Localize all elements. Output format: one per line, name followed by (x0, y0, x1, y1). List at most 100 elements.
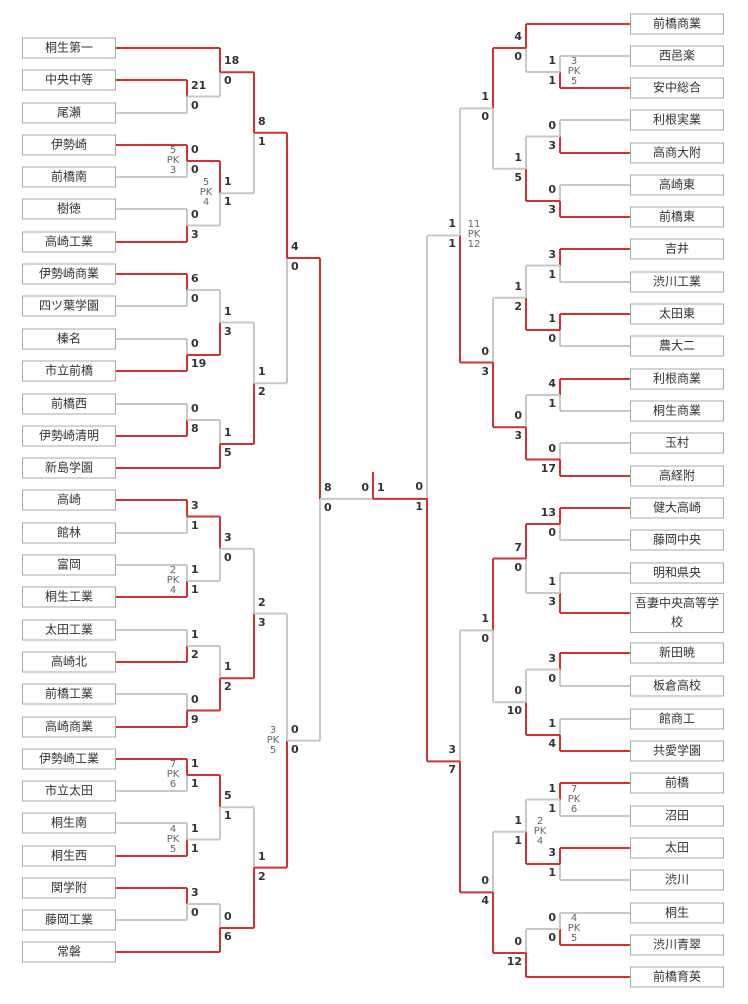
team-box[interactable]: 市立太田 (22, 780, 116, 802)
pk-bottom: 5 (169, 843, 177, 855)
team-box[interactable]: 館林 (22, 522, 116, 544)
team-box[interactable]: 沼田 (630, 805, 724, 827)
score-top: 1 (481, 612, 489, 626)
score-bottom: 1 (415, 500, 423, 514)
team-box[interactable]: 高崎 (22, 489, 116, 511)
team-box[interactable]: 高崎工業 (22, 231, 116, 253)
team-box[interactable]: 市立前橋 (22, 360, 116, 382)
score-top: 1 (548, 575, 556, 588)
team-box[interactable]: 伊勢崎 (22, 134, 116, 156)
team-box[interactable]: 高経附 (630, 465, 724, 487)
score-bottom: 0 (548, 671, 556, 685)
pk-bottom: 5 (570, 933, 578, 944)
team-box[interactable]: 樹徳 (22, 198, 116, 220)
pk-result: 5 PK 3 (167, 146, 180, 176)
team-box[interactable]: 桐生工業 (22, 586, 116, 608)
team-box[interactable]: 太田 (630, 837, 724, 859)
team-box[interactable]: 健大高崎 (630, 497, 724, 519)
score-bottom: 1 (548, 74, 556, 87)
team-box[interactable]: 安中総合 (630, 77, 724, 99)
score-top: 1 (224, 660, 232, 674)
pk-bottom: 6 (570, 803, 578, 815)
pk-label: PK (567, 793, 581, 805)
score-top: 1 (224, 175, 232, 189)
team-box[interactable]: 四ツ葉学園 (22, 295, 116, 317)
score-top: 3 (191, 498, 199, 512)
team-box[interactable]: 板倉高校 (630, 675, 724, 697)
team-box[interactable]: 関学附 (22, 877, 116, 899)
score-bottom: 4 (548, 737, 556, 750)
pk-result: 7 PK 6 (567, 784, 581, 815)
team-box[interactable]: 前橋 (630, 772, 724, 794)
pk-label: PK (467, 229, 481, 241)
team-box[interactable]: 渋川工業 (630, 271, 724, 293)
team-box[interactable]: 利根商業 (630, 368, 724, 390)
team-box[interactable]: 前橋南 (22, 166, 116, 188)
team-box[interactable]: 藤岡工業 (22, 909, 116, 931)
score-top: 0 (191, 402, 199, 415)
team-box[interactable]: 前橋育英 (630, 966, 724, 988)
pk-top: 5 (202, 177, 210, 189)
team-box[interactable]: 館商工 (630, 708, 724, 730)
score-bottom: 1 (548, 801, 556, 815)
team-box[interactable]: 榛名 (22, 328, 116, 350)
team-box[interactable]: 吾妻中央高等学校 (630, 593, 724, 633)
team-box[interactable]: 前橋工業 (22, 683, 116, 705)
score-bottom: 9 (191, 712, 199, 726)
team-box[interactable]: 利根実業 (630, 109, 724, 131)
score-bottom: 3 (481, 364, 489, 378)
pk-top: 2 (169, 565, 177, 576)
team-box[interactable]: 西邑楽 (630, 45, 724, 67)
pk-result: 2 PK 4 (534, 816, 547, 847)
team-box[interactable]: 高商大附 (630, 142, 724, 164)
score-top: 0 (191, 143, 199, 156)
team-box[interactable]: 高崎東 (630, 174, 724, 196)
score-bottom: 2 (258, 385, 266, 399)
pk-label: PK (166, 769, 180, 780)
score-top: 1 (191, 628, 199, 641)
team-box[interactable]: 桐生第一 (22, 37, 116, 59)
team-box[interactable]: 藤岡中央 (630, 529, 724, 551)
team-box[interactable]: 尾瀬 (22, 102, 116, 124)
team-box[interactable]: 伊勢崎商業 (22, 263, 116, 285)
team-box[interactable]: 玉村 (630, 432, 724, 454)
team-box[interactable]: 桐生 (630, 902, 724, 924)
team-box[interactable]: 吉井 (630, 238, 724, 260)
team-box[interactable]: 新島学園 (22, 457, 116, 479)
team-box[interactable]: 前橋東 (630, 206, 724, 228)
team-box[interactable]: 富岡 (22, 554, 116, 576)
team-box[interactable]: 桐生西 (22, 845, 116, 867)
score-bottom: 3 (514, 429, 522, 443)
score-bottom: 1 (191, 777, 199, 790)
team-box[interactable]: 太田東 (630, 303, 724, 325)
team-box[interactable]: 太田工業 (22, 619, 116, 641)
team-box[interactable]: 共愛学園 (630, 740, 724, 762)
team-box[interactable]: 常磐 (22, 941, 116, 963)
score-top: 1 (224, 304, 232, 318)
team-box[interactable]: 中央中等 (22, 69, 116, 91)
team-box[interactable]: 桐生商業 (630, 400, 724, 422)
score-bottom: 3 (191, 227, 199, 241)
team-box[interactable]: 前橋西 (22, 393, 116, 415)
team-box[interactable]: 農大二 (630, 335, 724, 357)
score-bottom: 0 (191, 98, 199, 112)
team-box[interactable]: 渋川 (630, 869, 724, 891)
score-bottom: 2 (258, 869, 266, 883)
pk-result: 11 PK 12 (468, 220, 481, 250)
team-box[interactable]: 伊勢崎工業 (22, 748, 116, 770)
pk-label: PK (199, 187, 213, 199)
score-bottom: 0 (548, 332, 556, 345)
team-box[interactable]: 桐生南 (22, 812, 116, 834)
team-box[interactable]: 高崎北 (22, 651, 116, 673)
team-box[interactable]: 明和県央 (630, 562, 724, 584)
pk-result: 4 PK 5 (167, 824, 180, 855)
team-box[interactable]: 新田暁 (630, 642, 724, 664)
team-box[interactable]: 高崎商業 (22, 716, 116, 738)
score-bottom: 0 (224, 550, 232, 564)
team-box[interactable]: 前橋商業 (630, 13, 724, 35)
team-box[interactable]: 伊勢崎清明 (22, 425, 116, 447)
team-box[interactable]: 渋川青翠 (630, 934, 724, 956)
score-bottom: 7 (448, 763, 456, 777)
